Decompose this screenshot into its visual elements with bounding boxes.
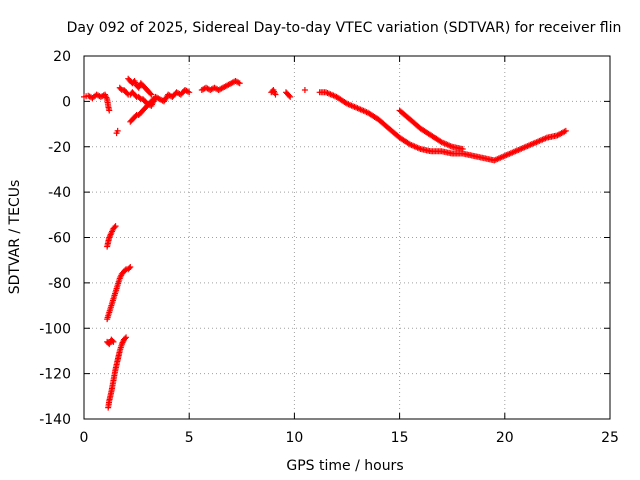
y-tick-label: -140 [39, 412, 71, 428]
grid [84, 56, 610, 419]
data-point [236, 80, 243, 87]
data-marks [81, 75, 569, 411]
data-point [111, 224, 118, 231]
y-tick-label: -80 [48, 276, 71, 292]
x-tick-label: 0 [80, 430, 89, 446]
data-point [136, 94, 143, 101]
data-point [147, 90, 154, 97]
x-tick-label: 5 [185, 430, 194, 446]
x-tick-label: 15 [391, 430, 409, 446]
plot-frame [83, 55, 611, 420]
data-point [127, 263, 134, 270]
axis-tick-labels: 0 5 10 15 20 25 -140 -120 -100 -80 -60 -40 -20 0 20 [39, 49, 619, 446]
axis-ticks [83, 55, 611, 420]
y-axis-label: SDTVAR / TECUs [7, 180, 23, 295]
data-point [562, 127, 569, 134]
data-point [149, 97, 156, 104]
data-point [106, 107, 113, 114]
x-tick-label: 25 [601, 430, 619, 446]
y-tick-label: -20 [48, 140, 71, 156]
data-point [122, 335, 129, 342]
data-point [272, 91, 279, 98]
data-point [122, 267, 129, 274]
data-point [287, 93, 294, 100]
data-point [132, 113, 139, 120]
y-tick-label: 0 [62, 94, 71, 110]
data-point [459, 146, 466, 153]
x-tick-label: 10 [285, 430, 303, 446]
data-point [301, 87, 308, 94]
y-tick-label: -120 [39, 367, 71, 383]
data-point [132, 92, 139, 99]
data-point [112, 223, 119, 230]
data-point [148, 91, 155, 98]
y-tick-label: -100 [39, 321, 71, 337]
data-point [286, 92, 293, 99]
y-tick-label: -40 [48, 185, 71, 201]
x-tick-label: 20 [496, 430, 514, 446]
data-point [152, 96, 159, 103]
y-tick-label: 20 [53, 49, 71, 65]
data-point [123, 334, 130, 341]
data-point [126, 265, 133, 272]
data-point [110, 338, 117, 345]
y-tick-label: -60 [48, 231, 71, 247]
x-axis-label: GPS time / hours [286, 458, 403, 474]
data-point [109, 337, 116, 344]
data-point [117, 85, 124, 92]
data-point [186, 89, 193, 96]
data-point [114, 127, 121, 134]
chart-title: Day 092 of 2025, Sidereal Day-to-day VTE… [67, 20, 622, 36]
